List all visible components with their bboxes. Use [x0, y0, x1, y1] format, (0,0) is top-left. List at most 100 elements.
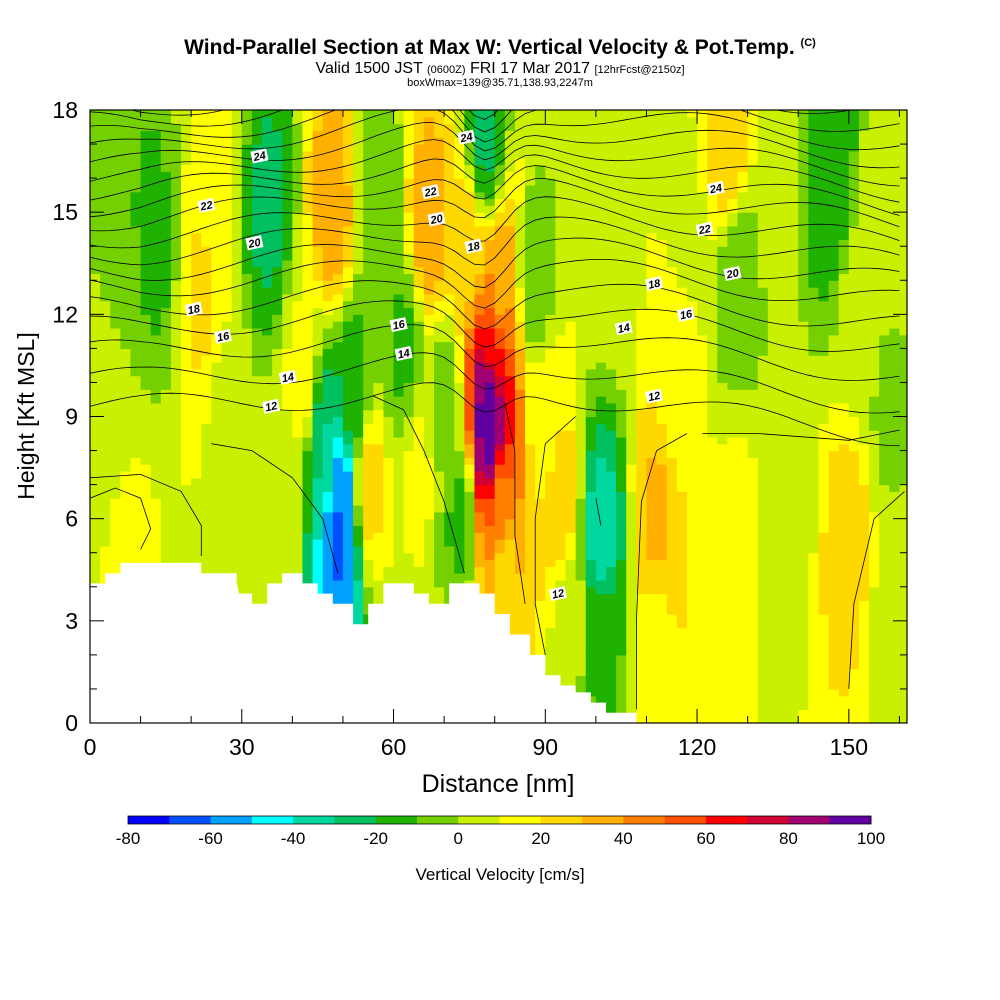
velocity-cell [201, 300, 213, 309]
velocity-cell [555, 321, 567, 329]
velocity-cell [474, 375, 486, 384]
velocity-cell [160, 246, 172, 254]
velocity-cell [100, 191, 111, 200]
velocity-cell [474, 321, 486, 329]
velocity-cell [616, 641, 627, 649]
velocity-cell [494, 150, 506, 159]
velocity-cell [302, 293, 314, 302]
velocity-cell [262, 334, 273, 343]
velocity-cell [120, 545, 132, 554]
velocity-cell [535, 150, 546, 159]
velocity-cell [575, 654, 587, 663]
velocity-cell [504, 205, 516, 213]
velocity-cell [170, 266, 182, 275]
velocity-cell [464, 171, 476, 179]
velocity-cell [312, 477, 324, 486]
velocity-cell [545, 246, 557, 254]
velocity-cell [626, 498, 637, 506]
velocity-cell [292, 130, 304, 138]
velocity-cell [322, 239, 334, 247]
velocity-cell [626, 321, 637, 329]
velocity-cell [181, 184, 192, 193]
velocity-cell [100, 327, 111, 336]
velocity-cell [504, 477, 516, 486]
velocity-cell [110, 539, 121, 547]
velocity-cell [616, 273, 627, 281]
velocity-cell [636, 559, 648, 567]
velocity-cell [393, 273, 405, 281]
velocity-cell [444, 491, 455, 499]
velocity-cell [100, 293, 111, 302]
velocity-cell [413, 157, 425, 166]
velocity-cell [484, 300, 496, 309]
velocity-cell [606, 184, 617, 193]
velocity-cell [545, 498, 557, 506]
velocity-cell [231, 491, 243, 499]
velocity-cell [241, 184, 253, 193]
velocity-cell [130, 348, 142, 356]
velocity-cell [525, 409, 536, 418]
velocity-cell [373, 375, 385, 384]
velocity-cell [150, 511, 162, 520]
velocity-cell [312, 157, 324, 166]
velocity-cell [444, 212, 455, 220]
velocity-cell [383, 321, 395, 329]
velocity-cell [322, 525, 334, 533]
velocity-cell [292, 348, 304, 356]
velocity-cell [474, 566, 486, 574]
velocity-cell [494, 253, 506, 261]
velocity-cell [140, 273, 152, 281]
velocity-cell [302, 470, 314, 479]
velocity-cell [272, 253, 283, 261]
velocity-cell [292, 123, 304, 132]
velocity-cell [211, 191, 223, 200]
velocity-cell [383, 144, 395, 152]
velocity-cell [170, 157, 182, 166]
velocity-cell [353, 518, 364, 527]
velocity-cell [514, 205, 526, 213]
velocity-cell [383, 327, 395, 336]
velocity-cell [535, 470, 546, 479]
velocity-cell [474, 191, 486, 200]
velocity-cell [181, 157, 192, 166]
velocity-cell [423, 579, 435, 588]
velocity-cell [545, 464, 557, 472]
velocity-cell [312, 573, 324, 581]
velocity-cell [292, 505, 304, 513]
velocity-cell [342, 157, 354, 166]
velocity-cell [616, 205, 627, 213]
velocity-cell [444, 116, 455, 125]
velocity-cell [636, 716, 648, 723]
velocity-cell [251, 389, 263, 397]
velocity-cell [292, 389, 304, 397]
velocity-cell [434, 539, 445, 547]
velocity-cell [211, 539, 223, 547]
velocity-cell [616, 539, 627, 547]
velocity-cell [150, 293, 162, 302]
velocity-cell [585, 586, 597, 595]
velocity-cell [575, 396, 587, 404]
velocity-cell [231, 464, 243, 472]
velocity-cell [251, 184, 263, 193]
velocity-cell [130, 164, 142, 172]
velocity-cell [363, 348, 374, 356]
velocity-cell [100, 239, 111, 247]
velocity-cell [181, 232, 192, 241]
velocity-cell [454, 396, 465, 404]
velocity-cell [201, 266, 213, 275]
velocity-cell [535, 307, 546, 315]
velocity-cell [444, 362, 455, 370]
velocity-cell [221, 402, 233, 411]
velocity-cell [525, 573, 536, 581]
velocity-cell [585, 130, 597, 138]
velocity-cell [251, 539, 263, 547]
velocity-cell [373, 123, 385, 132]
velocity-cell [423, 430, 435, 438]
velocity-cell [535, 498, 546, 506]
velocity-cell [535, 239, 546, 247]
velocity-cell [363, 130, 374, 138]
velocity-cell [626, 573, 637, 581]
velocity-cell [373, 314, 385, 322]
velocity-cell [403, 362, 415, 370]
velocity-cell [616, 511, 627, 520]
